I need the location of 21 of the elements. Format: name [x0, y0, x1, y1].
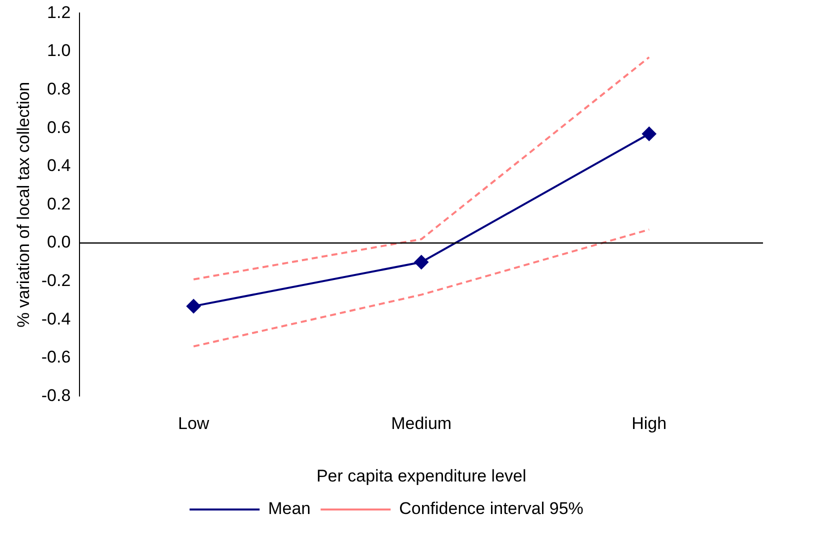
legend-label: Confidence interval 95% — [399, 499, 584, 518]
point — [642, 126, 656, 141]
y-tick-label: 1.0 — [47, 41, 71, 60]
y-tick-label: 0.8 — [47, 79, 71, 98]
y-tick-label: 1.2 — [47, 2, 71, 22]
y-tick-label: -0.8 — [41, 386, 71, 405]
y-tick-label: -0.6 — [41, 348, 71, 367]
y-tick-label: 0.0 — [47, 232, 71, 252]
y-tick-label: 0.2 — [47, 194, 71, 214]
legend-label: Mean — [268, 499, 311, 518]
y-tick-label: 0.6 — [47, 118, 71, 137]
point — [414, 255, 428, 270]
x-tick-label: High — [632, 414, 667, 434]
y-tick-label: -0.4 — [41, 309, 71, 328]
point — [186, 299, 201, 314]
y-axis-title: % variation of local tax collection — [14, 82, 33, 328]
x-tick-label: Low — [178, 414, 210, 434]
x-axis-title: Per capita expenditure level — [316, 466, 526, 486]
x-tick-label: Medium — [391, 414, 452, 434]
y-tick-label: 0.4 — [47, 156, 71, 176]
y-tick-label: -0.2 — [41, 270, 71, 290]
